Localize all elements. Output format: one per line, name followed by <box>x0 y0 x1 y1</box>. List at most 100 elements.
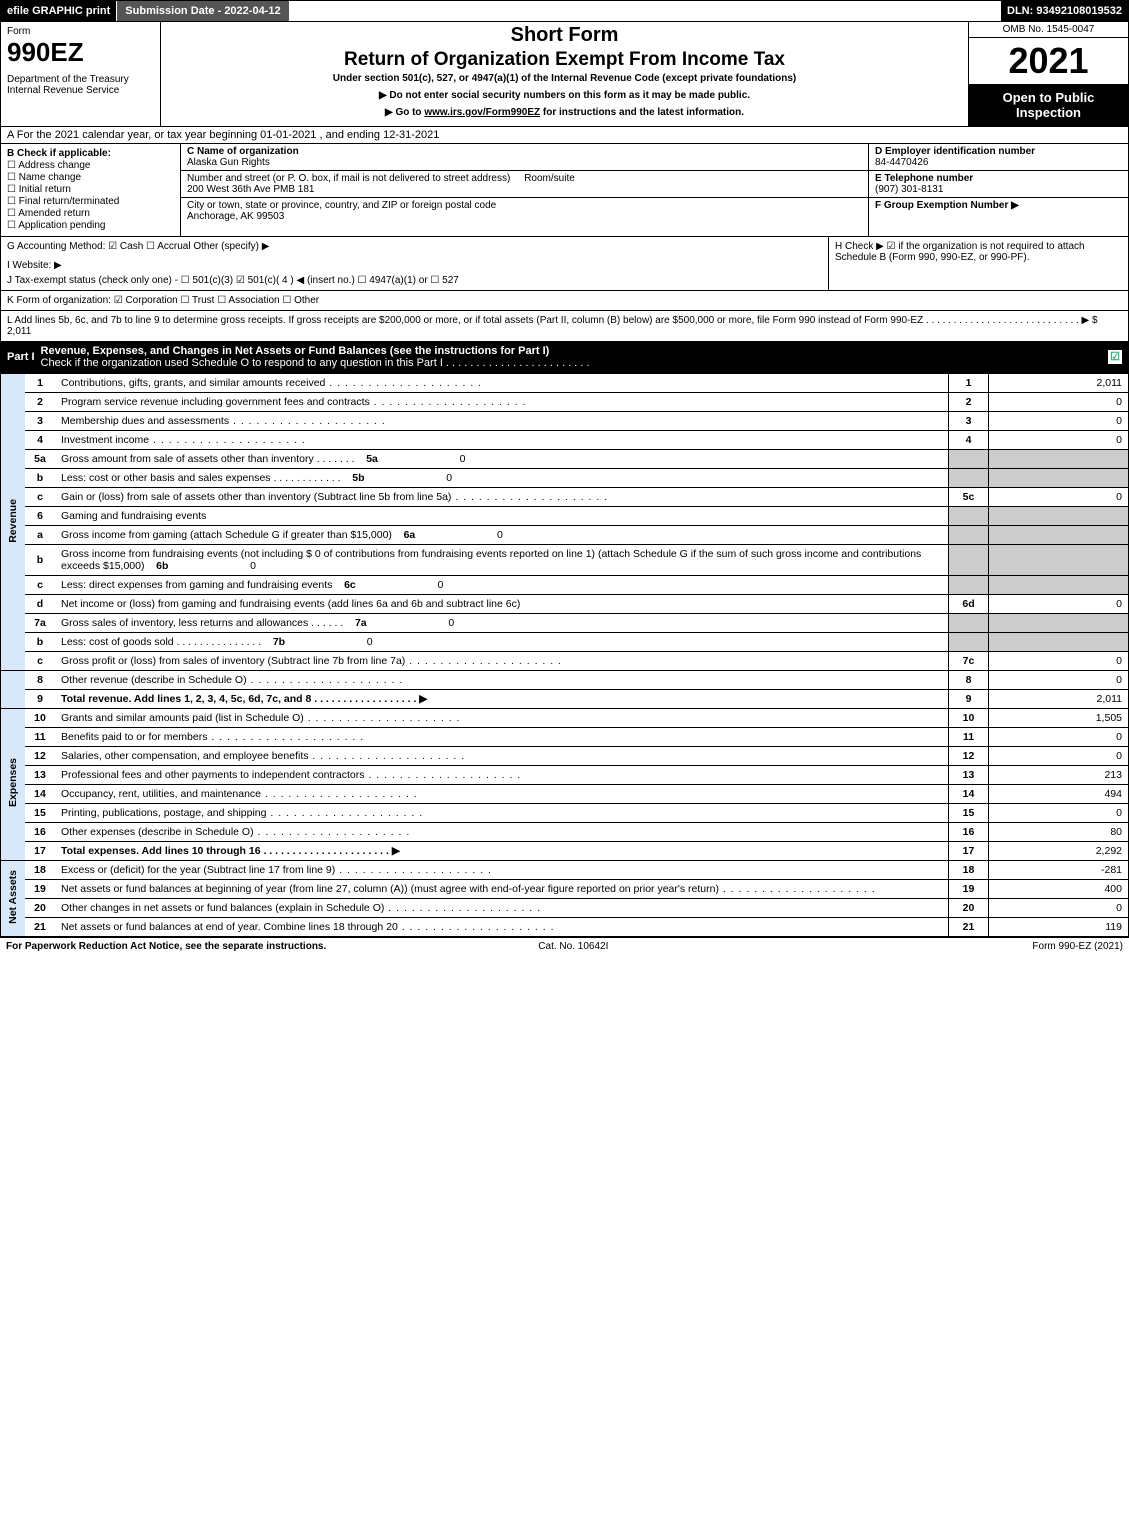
line-val: 2,011 <box>989 374 1129 393</box>
part1-header: Part I Revenue, Expenses, and Changes in… <box>0 342 1129 373</box>
org-addr: 200 West 36th Ave PMB 181 <box>187 184 315 195</box>
line-ref: 5c <box>949 488 989 507</box>
line-num: 21 <box>25 918 55 937</box>
line-ref: 21 <box>949 918 989 937</box>
line-ref <box>949 450 989 469</box>
cb-final-return[interactable]: ☐ Final return/terminated <box>7 196 174 207</box>
header-center: Short Form Return of Organization Exempt… <box>161 22 968 126</box>
c-addr-row: Number and street (or P. O. box, if mail… <box>181 171 868 198</box>
line-num: 7a <box>25 614 55 633</box>
cb-label: Name change <box>19 172 81 183</box>
form-number: 990EZ <box>7 37 154 68</box>
c-name-row: C Name of organization Alaska Gun Rights <box>181 144 868 171</box>
line-num: b <box>25 633 55 652</box>
line-val: -281 <box>989 861 1129 880</box>
short-form-title: Short Form <box>169 24 960 47</box>
line-desc: Gross sales of inventory, less returns a… <box>55 614 949 633</box>
netassets-rot: Net Assets <box>1 861 26 937</box>
phone: (907) 301-8131 <box>875 184 943 195</box>
line-val: 494 <box>989 785 1129 804</box>
cb-address-change[interactable]: ☐ Address change <box>7 160 174 171</box>
line-val <box>989 469 1129 488</box>
f-cell: F Group Exemption Number ▶ <box>869 198 1128 213</box>
line-desc: Net income or (loss) from gaming and fun… <box>55 595 949 614</box>
cb-initial-return[interactable]: ☐ Initial return <box>7 184 174 195</box>
line-val <box>989 450 1129 469</box>
line-ref: 2 <box>949 393 989 412</box>
cb-name-change[interactable]: ☐ Name change <box>7 172 174 183</box>
line-ref: 4 <box>949 431 989 450</box>
form-header: Form 990EZ Department of the Treasury In… <box>0 22 1129 127</box>
block-ghij: G Accounting Method: ☑ Cash ☐ Accrual Ot… <box>0 237 1129 291</box>
line-num: 15 <box>25 804 55 823</box>
line-ref: 11 <box>949 728 989 747</box>
line-ref: 16 <box>949 823 989 842</box>
line-desc: Contributions, gifts, grants, and simila… <box>55 374 949 393</box>
line-num: 8 <box>25 671 55 690</box>
part1-checkbox[interactable]: ☑ <box>1108 350 1122 364</box>
i-row: I Website: ▶ <box>7 260 822 271</box>
line-desc: Gaming and fundraising events <box>55 507 949 526</box>
omb-number: OMB No. 1545-0047 <box>969 22 1128 38</box>
d-label: D Employer identification number <box>875 146 1035 157</box>
line-desc: Benefits paid to or for members <box>55 728 949 747</box>
line-desc: Gross amount from sale of assets other t… <box>55 450 949 469</box>
line-desc: Occupancy, rent, utilities, and maintena… <box>55 785 949 804</box>
line-ref <box>949 507 989 526</box>
submission-date-button[interactable]: Submission Date - 2022-04-12 <box>116 1 289 21</box>
e-cell: E Telephone number (907) 301-8131 <box>869 171 1128 198</box>
line-ref: 8 <box>949 671 989 690</box>
cb-amended-return[interactable]: ☐ Amended return <box>7 208 174 219</box>
part1-label: Part I <box>7 351 41 363</box>
line-desc: Excess or (deficit) for the year (Subtra… <box>55 861 949 880</box>
cb-application-pending[interactable]: ☐ Application pending <box>7 220 174 231</box>
line-ref: 17 <box>949 842 989 861</box>
line-num: c <box>25 652 55 671</box>
cb-label: Final return/terminated <box>19 196 120 207</box>
cb-label: Address change <box>18 160 90 171</box>
form-ref: Form 990-EZ (2021) <box>1032 941 1123 952</box>
line-val: 119 <box>989 918 1129 937</box>
line-num: 18 <box>25 861 55 880</box>
under-section: Under section 501(c), 527, or 4947(a)(1)… <box>169 73 960 84</box>
col-b: B Check if applicable: ☐ Address change … <box>1 144 181 236</box>
line-val: 0 <box>989 652 1129 671</box>
line-desc: Less: cost or other basis and sales expe… <box>55 469 949 488</box>
e-label: E Telephone number <box>875 173 973 184</box>
line-val: 400 <box>989 880 1129 899</box>
efile-print-button[interactable]: efile GRAPHIC print <box>1 1 116 21</box>
line-val <box>989 633 1129 652</box>
line-val: 0 <box>989 747 1129 766</box>
line-num: 2 <box>25 393 55 412</box>
line-ref: 20 <box>949 899 989 918</box>
line-ref <box>949 469 989 488</box>
line-ref: 15 <box>949 804 989 823</box>
line-val: 0 <box>989 899 1129 918</box>
line-desc: Program service revenue including govern… <box>55 393 949 412</box>
line-num: a <box>25 526 55 545</box>
ein: 84-4470426 <box>875 157 928 168</box>
line-desc: Net assets or fund balances at beginning… <box>55 880 949 899</box>
line-val: 0 <box>989 804 1129 823</box>
col-c: C Name of organization Alaska Gun Rights… <box>181 144 868 236</box>
line-val: 0 <box>989 393 1129 412</box>
line-ref: 7c <box>949 652 989 671</box>
line-ref: 3 <box>949 412 989 431</box>
goto-note: ▶ Go to www.irs.gov/Form990EZ for instru… <box>169 107 960 118</box>
row-k: K Form of organization: ☑ Corporation ☐ … <box>0 291 1129 311</box>
b-label: B Check if applicable: <box>7 148 111 159</box>
line-val: 213 <box>989 766 1129 785</box>
line-num: 17 <box>25 842 55 861</box>
g-row: G Accounting Method: ☑ Cash ☐ Accrual Ot… <box>7 241 822 252</box>
org-name: Alaska Gun Rights <box>187 157 270 168</box>
line-num: 4 <box>25 431 55 450</box>
line-num: 11 <box>25 728 55 747</box>
goto-pre: ▶ Go to <box>385 107 424 118</box>
line-num: 20 <box>25 899 55 918</box>
line-ref: 19 <box>949 880 989 899</box>
rev-rot2 <box>1 671 26 709</box>
irs-link[interactable]: www.irs.gov/Form990EZ <box>424 107 540 118</box>
dln-label: DLN: 93492108019532 <box>1001 1 1128 21</box>
open-inspection: Open to Public Inspection <box>969 84 1128 126</box>
part1-sub: Check if the organization used Schedule … <box>41 357 443 369</box>
